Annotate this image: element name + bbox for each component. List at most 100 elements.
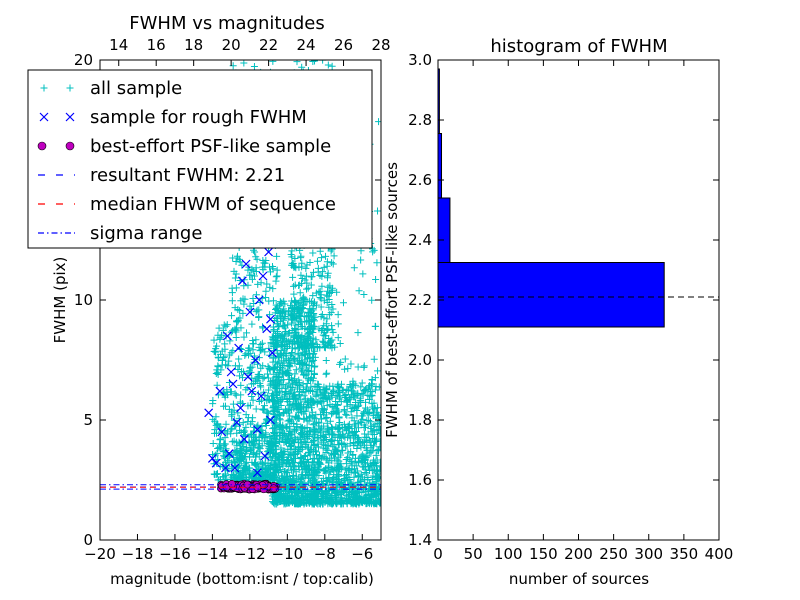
all-sample-point (313, 497, 321, 505)
scatter-title: FWHM vs magnitudes (129, 13, 324, 34)
all-sample-point (212, 421, 220, 429)
all-sample-point (317, 424, 325, 432)
all-sample-point (324, 442, 332, 450)
all-sample-point (332, 489, 340, 497)
all-sample-point (365, 494, 373, 502)
all-sample-point (297, 271, 305, 279)
all-sample-point (219, 473, 227, 481)
all-sample-point (253, 450, 261, 458)
all-sample-point (355, 454, 363, 462)
all-sample-point (312, 489, 320, 497)
all-sample-point (263, 280, 271, 288)
all-sample-point (248, 265, 256, 273)
all-sample-point (304, 496, 312, 504)
all-sample-point (247, 368, 255, 376)
rough-sample-point (258, 271, 268, 281)
all-sample-point (293, 423, 301, 431)
all-sample-point (264, 374, 272, 382)
all-sample-point (311, 60, 319, 65)
all-sample-point (237, 346, 245, 354)
all-sample-point (262, 294, 270, 302)
all-sample-point (278, 299, 286, 307)
all-sample-point (344, 449, 352, 457)
all-sample-point (372, 451, 380, 459)
all-sample-point (359, 415, 367, 423)
all-sample-point (284, 492, 292, 500)
legend-entry: resultant FWHM: 2.21 (38, 165, 285, 186)
all-sample-point (256, 445, 264, 453)
all-sample-point (322, 357, 330, 365)
all-sample-point (272, 341, 280, 349)
all-sample-point (320, 314, 328, 322)
legend-label: all sample (90, 78, 182, 99)
all-sample-point (236, 372, 244, 380)
legend-label: sample for rough FWHM (90, 107, 307, 128)
legend-plus-marker (66, 84, 74, 92)
all-sample-point (283, 338, 291, 346)
all-sample-point (364, 460, 372, 468)
all-sample-point (298, 368, 306, 376)
all-sample-point (323, 489, 331, 497)
all-sample-point (340, 475, 348, 483)
all-sample-point (306, 305, 314, 313)
all-sample-point (360, 291, 368, 299)
all-sample-point (370, 480, 378, 488)
all-sample-point (297, 312, 305, 320)
all-sample-point (273, 500, 281, 508)
all-sample-point (329, 260, 337, 268)
all-sample-point (354, 472, 362, 480)
legend-box (27, 69, 373, 249)
all-sample-point (318, 488, 326, 496)
all-sample-point (296, 500, 304, 508)
all-sample-point (302, 272, 310, 280)
all-sample-point (344, 365, 352, 373)
rough-sample-point (264, 247, 274, 257)
all-sample-point (304, 403, 312, 411)
all-sample-point (355, 435, 363, 443)
all-sample-point (283, 456, 291, 464)
all-sample-point (215, 324, 223, 332)
all-sample-point (310, 356, 318, 364)
all-sample-point (236, 258, 244, 266)
histogram-y-tick-label: 1.4 (408, 531, 432, 549)
all-sample-point (301, 452, 309, 460)
all-sample-point (289, 472, 297, 480)
all-sample-point (298, 279, 306, 287)
all-sample-point (350, 492, 358, 500)
rough-sample-point (245, 307, 255, 317)
legend-entry: sample for rough FWHM (39, 107, 307, 128)
histogram-bar (438, 262, 665, 328)
all-sample-point (328, 389, 336, 397)
all-sample-point (280, 468, 288, 476)
all-sample-point (316, 425, 324, 433)
all-sample-point (288, 441, 296, 449)
legend-circle-marker (65, 141, 75, 151)
all-sample-point (271, 412, 279, 420)
all-sample-point (360, 463, 368, 471)
all-sample-point (305, 330, 313, 338)
all-sample-point (271, 342, 279, 350)
all-sample-point (298, 331, 306, 339)
all-sample-point (288, 415, 296, 423)
all-sample-point (311, 323, 319, 331)
all-sample-point (273, 252, 281, 260)
best-effort-point (269, 484, 278, 493)
all-sample-point (229, 347, 237, 355)
scatter-x-tick-label: −6 (351, 545, 373, 563)
all-sample-point (319, 268, 327, 276)
all-sample-point (323, 315, 331, 323)
rough-sample-point (204, 408, 214, 418)
all-sample-point (375, 446, 381, 454)
all-sample-point (331, 433, 339, 441)
all-sample-point (246, 302, 254, 310)
all-sample-point (233, 429, 241, 437)
all-sample-point (302, 489, 310, 497)
all-sample-point (220, 440, 228, 448)
all-sample-point (360, 363, 368, 371)
all-sample-point (278, 448, 286, 456)
all-sample-point (322, 409, 330, 417)
all-sample-point (298, 360, 306, 368)
all-sample-point (301, 276, 309, 284)
all-sample-point (255, 343, 263, 351)
all-sample-point (272, 446, 280, 454)
